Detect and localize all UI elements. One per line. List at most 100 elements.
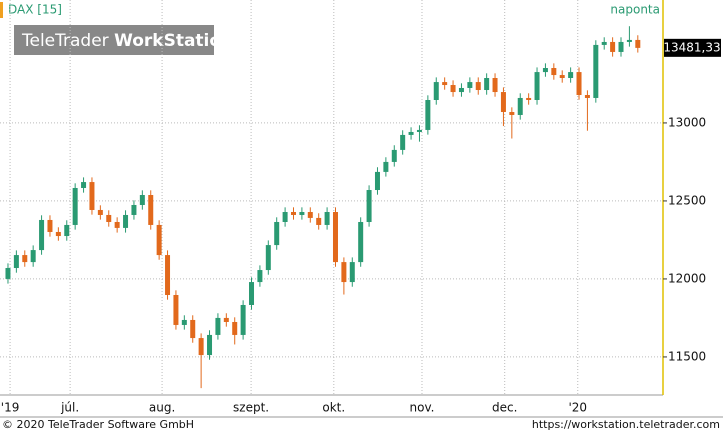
- candle-body: [458, 87, 464, 93]
- candle-body: [207, 334, 213, 356]
- candle-body: [265, 245, 271, 271]
- url: https://workstation.teletrader.com: [532, 418, 720, 431]
- candle-body: [576, 72, 582, 96]
- x-tick-label: '20: [568, 401, 587, 415]
- candle-body: [232, 321, 238, 335]
- candle-body: [551, 68, 557, 76]
- candle-body: [626, 39, 632, 42]
- candle-body: [341, 262, 347, 283]
- candle-body: [148, 195, 154, 225]
- candle-body: [181, 319, 187, 325]
- plot: 11500 12000 12500 13000 '19 júl. aug. szept. okt…: [0, 0, 721, 415]
- candle-body: [391, 149, 397, 162]
- candle-body: [534, 72, 540, 100]
- candle-body: [274, 221, 280, 246]
- candle-body: [39, 219, 45, 251]
- watermark: TeleTrader WorkStation: [21, 31, 233, 51]
- y-tick-label: 11500: [668, 349, 706, 363]
- series-marker: [0, 2, 3, 18]
- candle-body: [484, 78, 490, 91]
- candle-body: [282, 212, 288, 222]
- candle-body: [30, 250, 36, 263]
- candle-body: [559, 75, 565, 79]
- candle-body: [517, 97, 523, 115]
- candle-body: [81, 182, 87, 188]
- candle-body: [190, 319, 196, 339]
- candle-body: [332, 212, 338, 263]
- candle-body: [64, 224, 70, 237]
- candle-body: [139, 195, 145, 205]
- candle-body: [467, 82, 473, 88]
- candle-body: [593, 44, 599, 98]
- candle-body: [526, 97, 532, 100]
- candle-body: [450, 85, 456, 93]
- y-tick-label: 12000: [668, 271, 706, 285]
- candle-body: [173, 295, 179, 325]
- candle-body: [500, 92, 506, 113]
- x-tick-label: szept.: [233, 401, 269, 415]
- candle-body: [106, 214, 112, 222]
- candle-body: [123, 214, 129, 228]
- candle-body: [492, 78, 498, 93]
- candle-body: [416, 129, 422, 132]
- candle-body: [156, 224, 162, 256]
- candle-body: [400, 134, 406, 150]
- candle-body: [307, 212, 313, 218]
- candle-body: [408, 131, 414, 135]
- candle-body: [215, 317, 221, 335]
- candle-body: [358, 221, 364, 263]
- candle-body: [55, 231, 61, 237]
- candle-body: [5, 268, 11, 279]
- candle-body: [509, 112, 515, 115]
- period: naponta: [610, 3, 660, 17]
- candle-body: [475, 82, 481, 91]
- x-tick-label: júl.: [60, 401, 79, 415]
- copyright: © 2020 TeleTrader Software GmbH: [2, 418, 194, 431]
- candle-body: [349, 262, 355, 283]
- x-tick-label: '19: [1, 401, 20, 415]
- watermark-a: TeleTrader: [21, 31, 109, 51]
- candle-body: [635, 39, 641, 48]
- candle-body: [47, 219, 53, 232]
- y-tick-label: 12500: [668, 193, 706, 207]
- candle-body: [324, 212, 330, 225]
- candle-body: [584, 95, 590, 98]
- candle-body: [601, 41, 607, 45]
- candle-body: [97, 209, 103, 215]
- candle-body: [240, 304, 246, 335]
- x-tick-label: aug.: [149, 401, 175, 415]
- candle-body: [383, 161, 389, 172]
- candle-body: [610, 41, 616, 52]
- chart-title: DAX [15]: [8, 3, 62, 17]
- candle-body: [433, 82, 439, 100]
- last-value-label: 13481,33: [663, 40, 720, 54]
- candle-body: [374, 171, 380, 191]
- candle-body: [249, 282, 255, 305]
- candle-body: [291, 212, 297, 215]
- candle-body: [114, 221, 120, 228]
- candle-body: [542, 68, 548, 73]
- candle-body: [223, 317, 229, 322]
- candle-body: [299, 212, 305, 215]
- watermark-b: WorkStation: [114, 31, 233, 51]
- watermark-box: [14, 25, 214, 55]
- candle-body: [257, 270, 263, 283]
- candle-body: [22, 255, 28, 263]
- candle-body: [165, 255, 171, 296]
- candle-body: [568, 72, 574, 79]
- candle-body: [366, 190, 372, 222]
- candle-body: [618, 41, 624, 52]
- candle-body: [316, 217, 322, 225]
- candle-body: [442, 82, 448, 86]
- last-value-box: [664, 38, 721, 57]
- candle-body: [13, 255, 19, 269]
- candle-body: [198, 338, 204, 356]
- x-tick-label: okt.: [322, 401, 345, 415]
- y-tick-label: 13000: [668, 115, 706, 129]
- x-tick-label: dec.: [492, 401, 517, 415]
- candle-body: [72, 187, 78, 225]
- candle-body: [89, 182, 95, 210]
